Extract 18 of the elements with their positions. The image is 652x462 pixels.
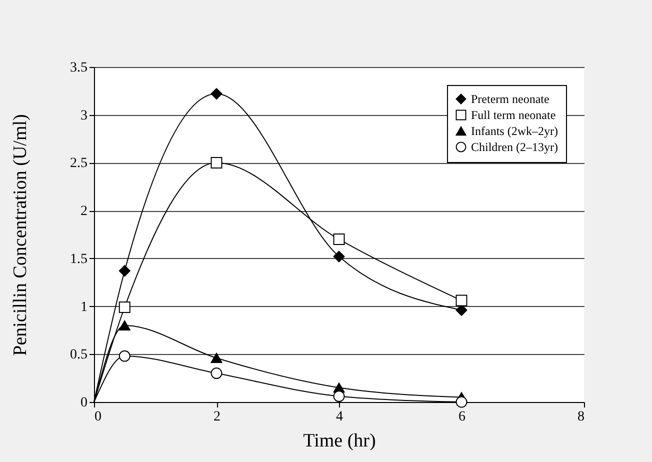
y-tick-label: 3.5 xyxy=(70,60,88,76)
y-tick-label: 1.5 xyxy=(70,252,88,267)
legend-label: Full term neonate xyxy=(471,108,556,122)
legend-label: Infants (2wk–2yr) xyxy=(471,124,558,138)
y-tick-label: 0 xyxy=(80,396,88,410)
legend-label: Preterm neonate xyxy=(471,92,550,106)
x-tick-label: 8 xyxy=(578,410,584,424)
x-tick-label: 4 xyxy=(336,410,343,424)
x-tick-label: 0 xyxy=(94,410,102,424)
y-tick-label: 3 xyxy=(80,108,88,124)
y-tick-label: 0.5 xyxy=(70,348,88,363)
y-tick-label: 2 xyxy=(80,204,88,220)
legend-label: Children (2–13yr) xyxy=(471,140,558,154)
x-tick-label: 2 xyxy=(214,410,220,424)
x-tick-label: 6 xyxy=(458,410,466,424)
y-tick-label: 2.5 xyxy=(70,156,88,172)
y-tick-label: 1 xyxy=(80,300,88,315)
y-axis-title: Penicillin Concentration (U/ml) xyxy=(10,114,31,356)
